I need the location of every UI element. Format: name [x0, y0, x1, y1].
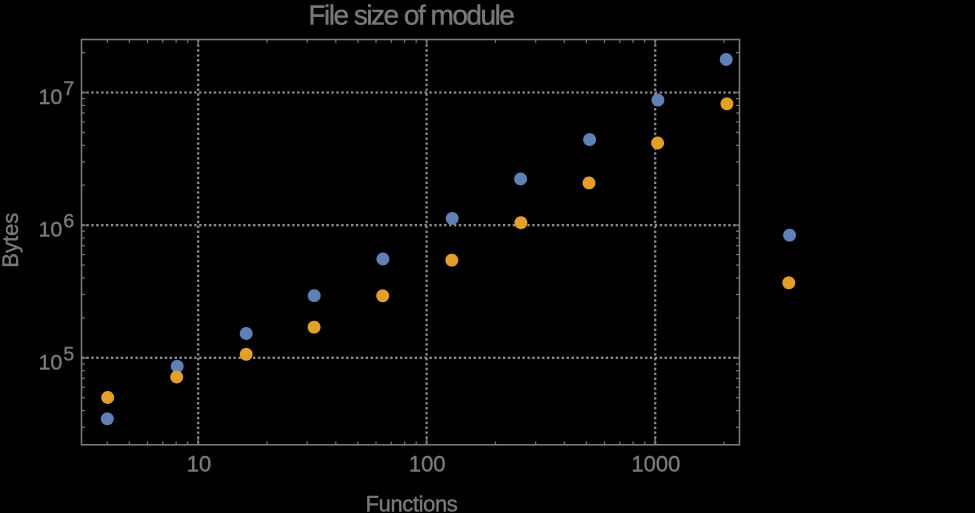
svg-text:100: 100	[409, 452, 446, 477]
svg-text:File size of module: File size of module	[308, 0, 514, 31]
svg-text:10: 10	[38, 85, 62, 109]
svg-text:10: 10	[187, 452, 211, 477]
svg-text:10: 10	[38, 218, 62, 242]
svg-text:Functions: Functions	[366, 491, 458, 513]
svg-text:5: 5	[63, 343, 74, 365]
svg-text:Bytes: Bytes	[0, 213, 23, 268]
svg-text:10: 10	[38, 350, 62, 374]
svg-text:6: 6	[63, 211, 74, 233]
svg-text:7: 7	[63, 78, 74, 100]
svg-text:1000: 1000	[631, 452, 680, 477]
